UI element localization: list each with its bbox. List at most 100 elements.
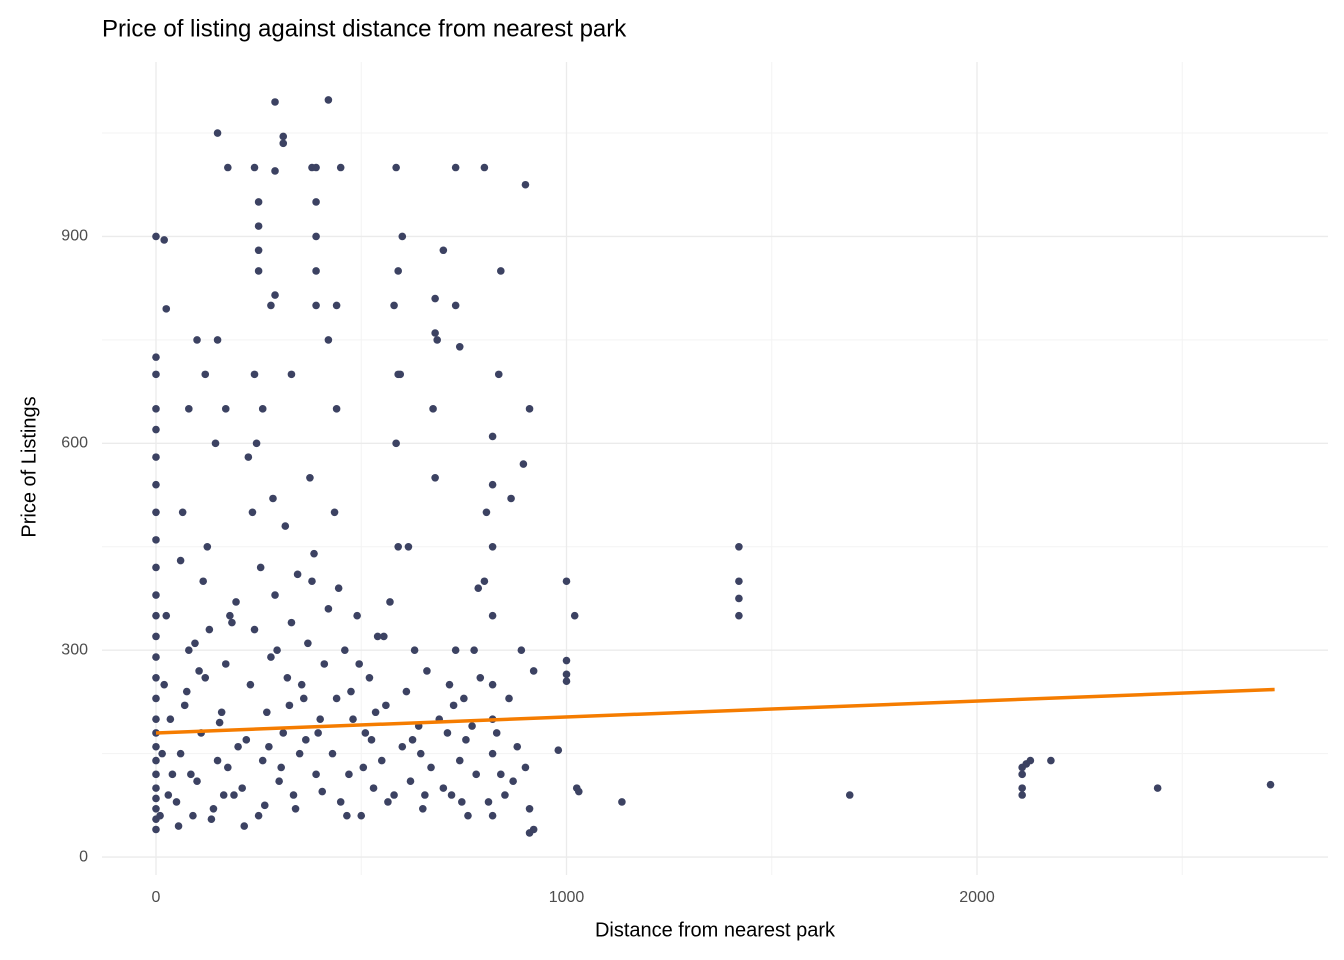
point [246,680,255,689]
point [152,353,160,361]
point [480,163,489,172]
point [185,646,193,655]
point [152,508,160,517]
point [472,770,480,779]
point [273,646,281,655]
point [287,370,296,379]
point [369,784,378,792]
point [365,673,374,682]
point [460,694,468,703]
point [213,336,222,344]
point [488,811,497,820]
point [324,96,333,104]
point [195,667,203,675]
point [279,729,288,737]
point [494,370,503,379]
point [199,577,207,586]
point [152,715,160,723]
y-axis-title: Price of Listings [18,396,40,537]
point [455,756,464,765]
point [271,167,279,175]
point [521,180,530,189]
point [279,132,288,141]
point [271,591,279,599]
point [1018,784,1026,792]
point [390,791,398,799]
point [464,811,472,820]
x-axis-title: Distance from nearest park [595,919,836,941]
point [433,336,441,344]
point [410,646,419,655]
point [336,798,345,806]
point [254,811,263,820]
point [152,694,160,703]
point [336,163,345,172]
point [267,653,275,661]
point [232,598,240,606]
point [618,798,626,806]
point [1047,756,1055,765]
point [248,508,257,517]
point [182,687,191,696]
point [735,594,743,603]
point [308,577,316,586]
point [281,522,290,530]
point [152,611,160,620]
point [152,405,160,413]
point [431,329,439,337]
point [310,549,318,558]
point [562,677,571,686]
point [209,805,218,813]
point [152,756,160,765]
point [302,736,310,744]
point [265,742,273,751]
point [289,791,298,799]
point [312,770,320,779]
point [156,811,164,820]
point [431,474,439,482]
point [193,336,201,344]
point [295,749,304,758]
x-tick-label: 1000 [549,889,585,906]
point [334,584,343,592]
point [240,822,249,830]
point [513,742,522,751]
point [203,542,212,551]
point [271,98,279,106]
point [312,232,320,241]
point [152,480,160,489]
point [152,425,160,434]
point [382,701,390,710]
point [291,805,300,813]
point [328,749,337,758]
point [497,267,505,275]
point [501,791,509,799]
point [304,639,312,648]
point [386,598,394,606]
point [162,305,171,313]
point [279,139,288,148]
point [427,763,435,772]
point [449,701,458,710]
point [488,432,497,441]
point [431,294,439,303]
point [152,653,160,661]
point [497,770,505,779]
point [519,460,528,468]
point [269,494,277,503]
point [371,708,380,717]
point [474,584,483,592]
point [238,784,246,792]
point [250,163,259,172]
point [562,577,571,586]
point [254,267,263,275]
point [215,718,224,727]
point [283,673,292,682]
point [341,646,349,655]
point [312,301,320,310]
point [468,722,476,730]
point [562,670,571,679]
point [285,701,294,710]
point [314,729,322,737]
point [297,680,306,689]
